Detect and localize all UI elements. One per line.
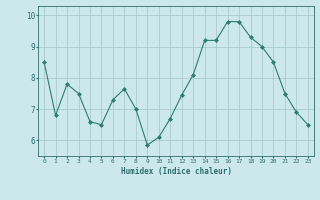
X-axis label: Humidex (Indice chaleur): Humidex (Indice chaleur) <box>121 167 231 176</box>
